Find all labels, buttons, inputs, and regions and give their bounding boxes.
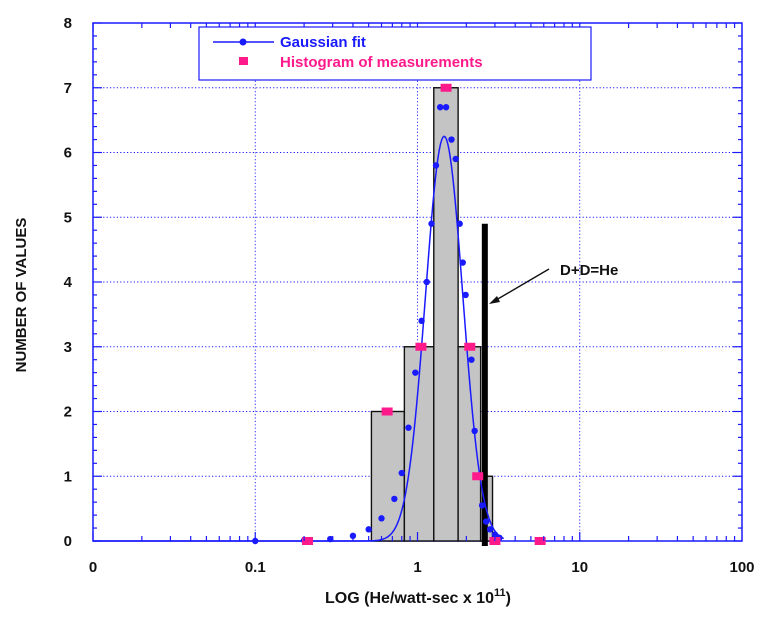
axis-ticks	[92, 22, 742, 542]
reference-annotation: D+D=He	[489, 262, 618, 304]
histogram-point	[440, 83, 452, 92]
y-tick-label: 0	[64, 533, 72, 550]
legend: Gaussian fit Histogram of measurements	[198, 26, 592, 81]
y-tick-label: 6	[64, 145, 72, 162]
histogram-point	[472, 472, 484, 481]
gaussian-fit-point	[456, 220, 463, 227]
gaussian-fit-point	[412, 369, 419, 376]
x-axis-label-superscript: 11	[494, 587, 506, 599]
gaussian-fit-point	[398, 469, 405, 477]
histogram-point	[464, 342, 476, 351]
x-tick-label: 10	[571, 559, 588, 576]
y-tick-label: 8	[64, 15, 72, 32]
histogram-point	[415, 342, 427, 351]
legend-fit-label: Gaussian fit	[280, 34, 366, 51]
histogram-bar	[433, 87, 459, 542]
gaussian-fit-point	[459, 259, 466, 266]
x-axis-label-close: )	[506, 590, 511, 607]
gaussian-fit-point	[442, 103, 450, 111]
y-tick-label: 3	[64, 339, 72, 356]
gaussian-fit-point	[405, 424, 412, 431]
histogram-point	[381, 407, 393, 416]
y-tick-label: 5	[64, 209, 72, 226]
y-tick-label: 2	[64, 404, 72, 421]
gaussian-fit-point	[468, 356, 475, 363]
x-tick-label: 1	[413, 559, 421, 576]
grid	[93, 23, 742, 541]
gaussian-fit-point	[349, 532, 357, 540]
gaussian-fit-point	[432, 162, 440, 169]
gaussian-fit-point	[486, 526, 494, 533]
gaussian-fit-point	[452, 155, 459, 163]
gaussian-fit-point	[423, 278, 430, 286]
y-tick-label: 1	[64, 468, 72, 485]
gaussian-fit-point	[462, 291, 469, 299]
legend-hist-label: Histogram of measurements	[280, 54, 483, 71]
gaussian-fit-point	[448, 136, 455, 143]
x-axis-label-text: LOG (He/watt-sec x 10	[325, 590, 494, 607]
gaussian-fit-point	[418, 317, 425, 325]
x-tick-label: 0.1	[245, 559, 266, 576]
annotation-label: D+D=He	[560, 262, 618, 279]
gaussian-fit-point	[365, 526, 372, 533]
histogram-bar	[370, 410, 406, 542]
tick-labels: 0 0.1 1 10 100 0 1 2 3 4 5 6 7 8	[64, 15, 755, 576]
legend-box	[198, 26, 592, 81]
gaussian-fit-point	[491, 531, 499, 538]
y-tick-label: 4	[64, 274, 73, 291]
gaussian-fit-point	[436, 103, 444, 111]
x-tick-label: 100	[729, 559, 754, 576]
gaussian-fit-curve	[255, 135, 505, 542]
gaussian-fit-point	[378, 515, 385, 522]
x-axis-label: LOG (He/watt-sec x 1011)	[325, 587, 511, 607]
y-axis-label: NUMBER OF VALUES	[13, 218, 30, 373]
gaussian-fit-point	[471, 427, 478, 435]
x-tick-label: 0	[89, 559, 97, 576]
histogram-point	[534, 537, 546, 545]
gaussian-fit-point	[428, 220, 435, 227]
legend-fit-marker	[239, 38, 247, 46]
annotation-arrowhead	[489, 296, 500, 304]
gaussian-fit-point	[391, 495, 398, 503]
legend-hist-marker	[239, 57, 248, 65]
gaussian-fit-point	[482, 518, 490, 525]
gaussian-fit-point	[478, 502, 486, 509]
gaussian-fit-series	[93, 103, 505, 545]
annotation-arrow-shaft	[490, 268, 550, 304]
histogram-point	[302, 537, 314, 545]
y-tick-label: 7	[64, 80, 72, 97]
gaussian-fit-point	[327, 535, 334, 543]
